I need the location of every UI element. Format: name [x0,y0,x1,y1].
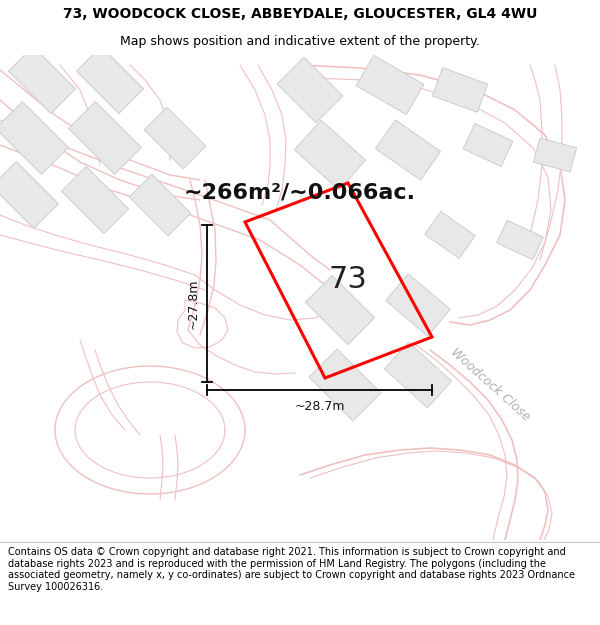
Text: ~28.7m: ~28.7m [294,399,345,412]
Polygon shape [433,68,488,112]
Text: 73, WOODCOCK CLOSE, ABBEYDALE, GLOUCESTER, GL4 4WU: 73, WOODCOCK CLOSE, ABBEYDALE, GLOUCESTE… [63,7,537,21]
Polygon shape [0,161,59,229]
Polygon shape [376,120,440,180]
Polygon shape [309,349,381,421]
Polygon shape [277,57,343,123]
Polygon shape [295,120,365,190]
Polygon shape [386,274,451,336]
Polygon shape [8,46,76,114]
Polygon shape [76,46,143,114]
Text: ~266m²/~0.066ac.: ~266m²/~0.066ac. [184,182,416,202]
Polygon shape [61,166,128,234]
Polygon shape [356,56,424,114]
Polygon shape [305,276,374,344]
Polygon shape [129,174,191,236]
Polygon shape [425,211,475,259]
Polygon shape [463,123,513,167]
Text: Woodcock Close: Woodcock Close [448,346,532,424]
Polygon shape [68,102,142,174]
Text: Contains OS data © Crown copyright and database right 2021. This information is : Contains OS data © Crown copyright and d… [8,547,575,592]
Text: 73: 73 [328,266,367,294]
Text: ~27.8m: ~27.8m [187,278,199,329]
Polygon shape [533,138,577,172]
Polygon shape [385,342,452,408]
Polygon shape [497,220,544,260]
Polygon shape [0,102,68,174]
Text: Map shows position and indicative extent of the property.: Map shows position and indicative extent… [120,35,480,48]
Polygon shape [144,107,206,169]
